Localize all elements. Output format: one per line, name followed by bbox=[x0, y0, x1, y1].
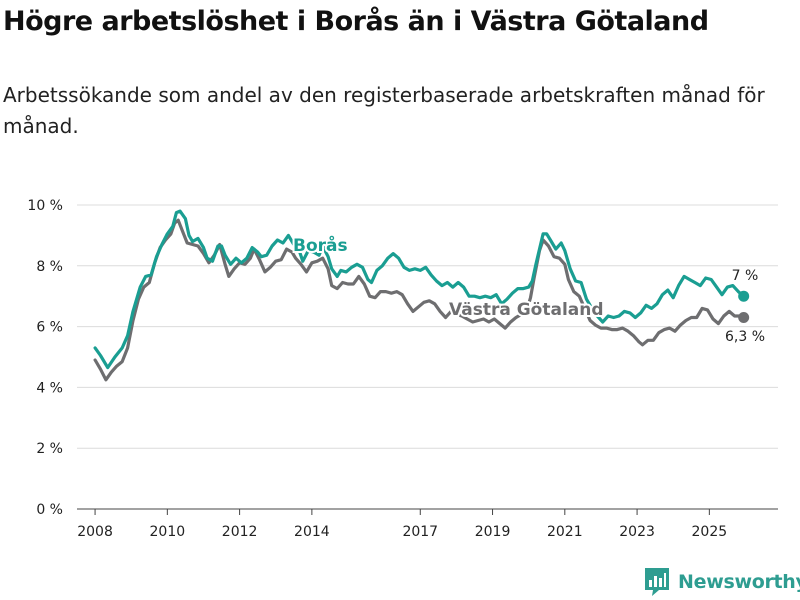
chart-title: Högre arbetslöshet i Borås än i Västra G… bbox=[3, 6, 709, 37]
y-tick-label: 6 % bbox=[36, 320, 63, 336]
x-axis: 2008 2010 2012 2014 2017 2019 2021 2023 2025 bbox=[77, 508, 778, 540]
x-tick-label: 2010 bbox=[150, 524, 186, 540]
y-tick-label: 8 % bbox=[36, 259, 63, 275]
x-tick-label: 2014 bbox=[294, 524, 330, 540]
series-labels: Borås Västra Götaland 7 % 6,3 % bbox=[291, 232, 767, 347]
vastra-gotaland-end-point bbox=[738, 311, 750, 323]
series-lines bbox=[93, 209, 750, 382]
boras-series-label: Borås bbox=[293, 234, 348, 256]
x-tick-label: 2025 bbox=[692, 524, 728, 540]
y-tick-label: 2 % bbox=[36, 441, 63, 457]
vastra-gotaland-line bbox=[93, 218, 746, 382]
boras-end-point bbox=[738, 290, 750, 302]
gridlines bbox=[77, 204, 778, 449]
boras-line bbox=[93, 209, 746, 370]
x-tick-label: 2012 bbox=[222, 524, 258, 540]
y-tick-label: 4 % bbox=[36, 380, 63, 396]
x-tick-label: 2008 bbox=[77, 524, 113, 540]
y-axis-ticks: 0 % 2 % 4 % 6 % 8 % 10 % bbox=[27, 198, 63, 518]
boras-end-value-label: 7 % bbox=[732, 268, 759, 284]
x-tick-label: 2023 bbox=[619, 524, 655, 540]
x-tick-label: 2017 bbox=[402, 524, 438, 540]
y-tick-label: 0 % bbox=[36, 502, 63, 518]
newsworthy-bar-chart-icon bbox=[645, 568, 669, 596]
vastra-gotaland-end-value-label: 6,3 % bbox=[725, 329, 765, 345]
newsworthy-logo[interactable]: Newsworthy bbox=[645, 568, 800, 596]
x-tick-label: 2021 bbox=[547, 524, 583, 540]
y-tick-label: 10 % bbox=[27, 198, 63, 214]
chart-subtitle: Arbetssökande som andel av den registerb… bbox=[3, 83, 765, 138]
vastra-gotaland-series-label: Västra Götaland bbox=[449, 300, 604, 320]
logo-text: Newsworthy bbox=[678, 571, 800, 593]
x-tick-label: 2019 bbox=[475, 524, 511, 540]
